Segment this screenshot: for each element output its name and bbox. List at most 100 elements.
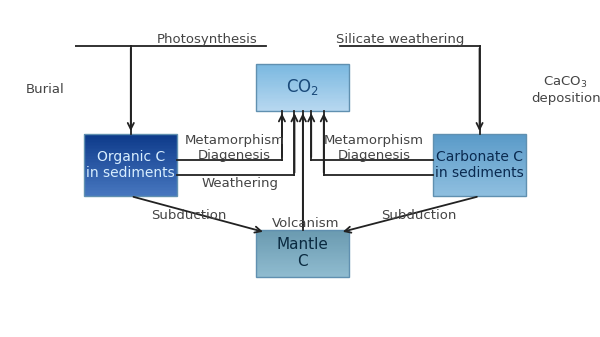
Bar xyxy=(433,170,526,171)
Bar xyxy=(256,268,349,270)
Bar xyxy=(256,105,349,106)
Text: Carbonate C
in sediments: Carbonate C in sediments xyxy=(435,150,524,180)
Bar xyxy=(256,67,349,68)
Bar xyxy=(84,194,178,196)
Bar xyxy=(256,65,349,66)
Bar xyxy=(433,143,526,145)
Bar xyxy=(256,240,349,242)
Bar xyxy=(84,174,178,176)
Bar xyxy=(433,166,526,168)
Bar xyxy=(256,86,349,87)
Bar xyxy=(433,134,526,196)
Bar xyxy=(256,103,349,105)
Bar xyxy=(84,165,178,166)
Bar xyxy=(433,190,526,191)
Text: Silicate weathering: Silicate weathering xyxy=(337,33,464,45)
Bar xyxy=(256,264,349,265)
Bar xyxy=(84,146,178,148)
Bar xyxy=(433,173,526,174)
Bar xyxy=(256,75,349,76)
Bar xyxy=(256,233,349,235)
Bar xyxy=(256,66,349,67)
Bar xyxy=(433,193,526,194)
Bar xyxy=(256,273,349,274)
Bar xyxy=(84,168,178,170)
Bar xyxy=(256,78,349,79)
Bar xyxy=(256,108,349,109)
Bar xyxy=(256,255,349,257)
Bar xyxy=(433,153,526,154)
Bar xyxy=(433,194,526,196)
Bar xyxy=(84,176,178,178)
Bar xyxy=(84,178,178,179)
Bar xyxy=(433,165,526,166)
Bar xyxy=(433,159,526,160)
Text: Organic C
in sediments: Organic C in sediments xyxy=(86,150,175,180)
Bar xyxy=(256,94,349,95)
Bar xyxy=(256,231,349,232)
Bar xyxy=(433,139,526,140)
Bar xyxy=(256,251,349,252)
Bar xyxy=(256,83,349,84)
Bar xyxy=(256,73,349,74)
Bar xyxy=(256,262,349,263)
Bar xyxy=(256,80,349,81)
Bar xyxy=(256,237,349,238)
Bar xyxy=(84,153,178,154)
Bar xyxy=(84,173,178,174)
Bar xyxy=(84,137,178,139)
Bar xyxy=(433,182,526,184)
Bar xyxy=(256,85,349,86)
Bar xyxy=(256,274,349,275)
Text: Volcanism: Volcanism xyxy=(271,217,339,230)
Bar xyxy=(84,140,178,142)
Bar xyxy=(84,143,178,145)
Bar xyxy=(84,171,178,173)
Bar xyxy=(256,102,349,103)
Bar xyxy=(84,170,178,171)
Bar xyxy=(256,87,349,88)
Bar xyxy=(84,188,178,190)
Bar xyxy=(256,270,349,271)
Bar xyxy=(84,149,178,151)
Bar xyxy=(84,134,178,196)
Bar xyxy=(433,188,526,190)
Bar xyxy=(256,244,349,245)
Bar xyxy=(256,76,349,78)
Bar xyxy=(84,191,178,193)
Text: Mantle
C: Mantle C xyxy=(277,237,329,269)
Bar xyxy=(433,145,526,146)
Bar xyxy=(256,71,349,72)
Bar xyxy=(84,139,178,140)
Bar xyxy=(256,93,349,94)
Bar xyxy=(256,84,349,85)
Bar xyxy=(84,185,178,187)
Bar xyxy=(256,245,349,246)
Bar xyxy=(433,146,526,148)
Bar xyxy=(84,160,178,162)
Bar xyxy=(256,230,349,231)
Text: CO$_2$: CO$_2$ xyxy=(286,77,319,97)
Bar xyxy=(433,187,526,188)
Bar xyxy=(433,171,526,173)
Bar xyxy=(433,154,526,156)
Text: Subduction: Subduction xyxy=(151,209,227,222)
Bar xyxy=(84,156,178,157)
Bar xyxy=(433,185,526,187)
Bar xyxy=(84,181,178,182)
Bar xyxy=(256,267,349,268)
Bar xyxy=(256,99,349,100)
Bar xyxy=(433,140,526,142)
Bar xyxy=(84,151,178,153)
Bar xyxy=(256,238,349,239)
Bar xyxy=(433,134,526,135)
Text: Burial: Burial xyxy=(25,83,64,96)
Bar xyxy=(433,162,526,163)
Bar xyxy=(84,162,178,163)
Bar xyxy=(256,81,349,83)
Bar xyxy=(256,92,349,93)
Bar xyxy=(433,160,526,162)
Text: Weathering: Weathering xyxy=(202,177,279,190)
Bar xyxy=(256,107,349,108)
Bar xyxy=(256,271,349,272)
